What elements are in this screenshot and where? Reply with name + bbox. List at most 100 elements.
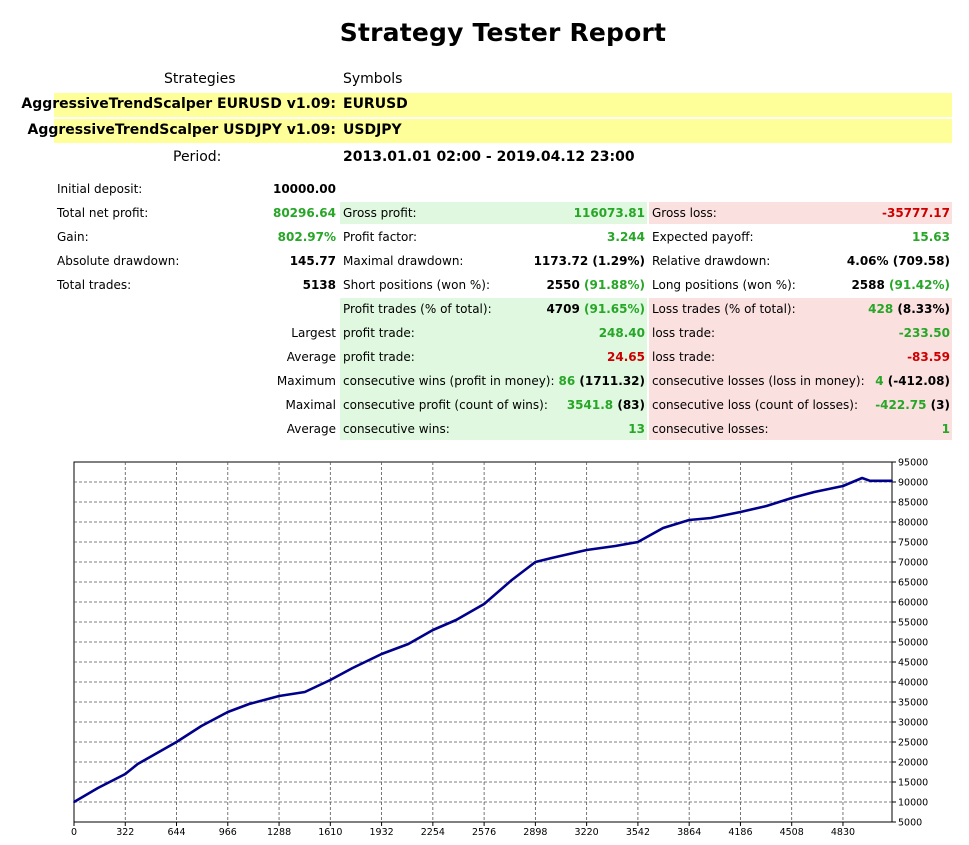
y-tick-label: 65000 — [898, 578, 928, 589]
x-tick-label: 3864 — [677, 827, 701, 838]
strategy-name: AggressiveTrendScalper EURUSD v1.09: — [21, 96, 336, 112]
equity-point — [510, 579, 513, 581]
equity-point — [709, 517, 712, 519]
total-net-profit-label: Total net profit: — [57, 206, 149, 220]
equity-point — [534, 561, 537, 563]
total-trades-label: Total trades: — [57, 278, 132, 292]
max-cons-wins-value: 86 (1711.32) — [558, 370, 645, 392]
equity-point — [765, 505, 768, 507]
equity-point — [637, 541, 639, 543]
y-tick-label: 25000 — [898, 738, 928, 749]
total-trades-value: 5138 — [302, 278, 336, 292]
equity-point — [248, 703, 251, 705]
expected-payoff-value: 15.63 — [912, 230, 950, 244]
short-positions-value: 2550 (91.88%) — [546, 274, 645, 296]
y-tick-label: 15000 — [898, 778, 928, 789]
absolute-drawdown-value: 145.77 — [289, 254, 336, 268]
profit-factor-value: 3.244 — [607, 230, 645, 244]
largest-profit-label: profit trade: — [343, 326, 415, 340]
x-tick-label: 4186 — [728, 827, 752, 838]
x-tick-label: 2254 — [421, 827, 445, 838]
equity-point — [614, 545, 617, 547]
short-positions-pct: (91.88%) — [584, 278, 645, 292]
gross-profit-label: Gross profit: — [343, 206, 417, 220]
x-tick-label: 2898 — [523, 827, 547, 838]
maximal-cons-profit-label: consecutive profit (count of wins): — [343, 398, 548, 412]
gross-loss-label: Gross loss: — [652, 206, 717, 220]
max-cons-wins-label: consecutive wins (profit in money): — [343, 374, 555, 388]
max-cons-wins-money: (1711.32) — [579, 374, 645, 388]
short-positions-label: Short positions (won %): — [343, 278, 490, 292]
period-label: Period: — [173, 149, 222, 165]
largest-loss-label: loss trade: — [652, 326, 716, 340]
y-tick-label: 35000 — [898, 698, 928, 709]
initial-deposit-label: Initial deposit: — [57, 182, 143, 196]
strategy-symbol: USDJPY — [343, 122, 402, 138]
equity-point — [431, 629, 434, 631]
equity-point — [303, 691, 306, 693]
equity-point — [226, 711, 229, 713]
gross-profit-value: 116073.81 — [573, 206, 645, 220]
gain-value: 802.97% — [277, 230, 336, 244]
equity-point — [73, 801, 75, 803]
y-tick-label: 70000 — [898, 558, 928, 569]
equity-point — [869, 479, 871, 482]
total-net-profit-value: 80296.64 — [272, 206, 336, 220]
period-value: 2013.01.01 02:00 - 2019.04.12 23:00 — [343, 149, 635, 165]
x-tick-label: 1932 — [369, 827, 393, 838]
y-tick-label: 85000 — [898, 498, 928, 509]
loss-trades-block — [649, 298, 952, 440]
profit-trades-value: 4709 (91.65%) — [546, 298, 645, 320]
x-tick-label: 966 — [219, 827, 237, 838]
equity-point — [861, 477, 863, 479]
maximal-cons-profit-amount: 3541.8 — [566, 398, 614, 412]
y-tick-label: 20000 — [898, 758, 928, 769]
average-loss-label: loss trade: — [652, 350, 716, 364]
absolute-drawdown-label: Absolute drawdown: — [57, 254, 180, 268]
profit-trades-label: Profit trades (% of total): — [343, 302, 492, 316]
avg-cons-losses-value: 1 — [941, 422, 950, 436]
equity-series-line — [73, 476, 892, 804]
avg-cons-wins-label: consecutive wins: — [343, 422, 450, 436]
equity-point — [200, 725, 203, 727]
maximal-drawdown-value: 1173.72 (1.29%) — [533, 254, 645, 268]
y-tick-label: 80000 — [898, 518, 928, 529]
expected-payoff-label: Expected payoff: — [652, 230, 754, 244]
strategy-symbol: EURUSD — [343, 96, 408, 112]
equity-point — [329, 679, 332, 681]
equity-chart: 95000 90000 85000 80000 75000 70000 65000 60000… — [71, 458, 928, 839]
average-consecutive-label: Average — [286, 422, 336, 436]
x-tick-label: 3220 — [575, 827, 599, 838]
equity-point — [790, 497, 793, 499]
average-profit-value: 24.65 — [607, 350, 645, 364]
relative-drawdown-value: 4.06% (709.58) — [846, 254, 950, 268]
equity-point — [175, 741, 178, 743]
long-positions-count: 2588 — [851, 278, 885, 292]
x-tick-label: 1288 — [267, 827, 291, 838]
report-title: Strategy Tester Report — [339, 18, 667, 47]
maximal-drawdown-label: Maximal drawdown: — [343, 254, 464, 268]
max-cons-losses-count: 4 — [875, 374, 884, 388]
equity-point — [136, 763, 139, 765]
maximal-cons-loss-amount: -422.75 — [875, 398, 927, 412]
largest-label: Largest — [291, 326, 336, 340]
equity-point — [842, 485, 844, 487]
gross-loss-cell — [649, 202, 952, 224]
average-profit-label: profit trade: — [343, 350, 415, 364]
equity-point — [407, 643, 410, 645]
avg-cons-losses-label: consecutive losses: — [652, 422, 769, 436]
y-tick-label: 95000 — [898, 458, 928, 469]
maximum-label: Maximum — [276, 374, 336, 388]
equity-point — [688, 519, 691, 521]
maximal-cons-loss-label: consecutive loss (count of losses): — [652, 398, 858, 412]
y-tick-label: 60000 — [898, 598, 928, 609]
long-positions-label: Long positions (won %): — [652, 278, 796, 292]
initial-deposit-value: 10000.00 — [272, 182, 336, 196]
x-tick-label: 2576 — [472, 827, 496, 838]
x-tick-label: 322 — [116, 827, 134, 838]
max-cons-losses-label: consecutive losses (loss in money): — [652, 374, 865, 388]
y-tick-label: 5000 — [898, 818, 922, 829]
equity-point — [483, 603, 486, 605]
y-tick-label: 55000 — [898, 618, 928, 629]
gross-profit-cell — [340, 202, 647, 224]
